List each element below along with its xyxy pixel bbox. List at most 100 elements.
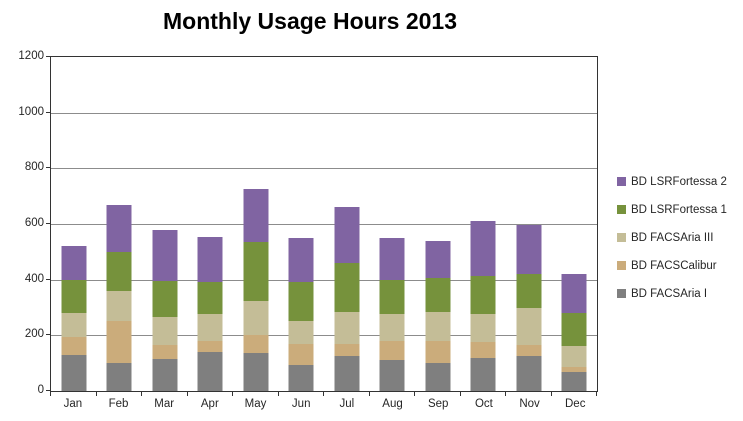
category-jul: [324, 57, 370, 391]
y-tick: [46, 390, 50, 391]
legend-swatch: [617, 261, 626, 270]
bar-segment: [243, 335, 269, 354]
y-tick: [46, 278, 50, 280]
bar-dec: [561, 57, 587, 391]
bar-feb: [106, 57, 132, 391]
bar-segment: [197, 352, 223, 391]
bar-segment: [379, 360, 405, 391]
x-tick: [95, 392, 97, 396]
bar-segment: [243, 300, 269, 336]
bar-segment: [425, 311, 451, 341]
gridline-800: [51, 168, 597, 170]
x-tick: [141, 392, 142, 396]
x-axis-label: May: [244, 398, 267, 410]
x-axis-label: Mar: [154, 398, 175, 410]
x-tick: [550, 392, 552, 396]
bar-segment: [334, 263, 360, 312]
x-tick: [414, 392, 415, 396]
bar-oct: [470, 57, 496, 391]
bar-apr: [197, 57, 223, 391]
legend-swatch: [617, 233, 626, 242]
bar-segment: [379, 279, 405, 315]
bar-segment: [288, 321, 314, 344]
category-apr: [188, 57, 234, 391]
legend-label: BD LSRFortessa 1: [631, 203, 727, 216]
category-nov: [506, 57, 552, 391]
bar-segment: [106, 204, 132, 252]
bar-segment: [425, 340, 451, 364]
legend-item: BD LSRFortessa 1: [617, 200, 727, 219]
bar-segment: [152, 317, 178, 346]
bars-group: [51, 57, 597, 391]
y-tick: [46, 56, 50, 57]
bar-segment: [61, 354, 87, 391]
x-axis-label: Feb: [108, 398, 129, 410]
x-axis-label: Jun: [291, 398, 311, 410]
bar-segment: [334, 311, 360, 344]
legend-item: BD FACSAria I: [617, 284, 727, 303]
x-axis-label: Apr: [200, 398, 219, 410]
bar-segment: [288, 343, 314, 365]
bar-segment: [197, 282, 223, 315]
x-tick: [277, 392, 279, 396]
category-sep: [415, 57, 461, 391]
bar-segment: [516, 225, 542, 275]
category-aug: [370, 57, 416, 391]
bar-segment: [197, 340, 223, 353]
bar-mar: [152, 57, 178, 391]
bar-segment: [470, 221, 496, 276]
x-axis-label: Aug: [382, 398, 403, 410]
x-tick: [232, 392, 233, 396]
x-axis-label: Oct: [474, 398, 493, 410]
y-axis-label: 200: [24, 328, 44, 341]
bar-segment: [425, 278, 451, 312]
x-tick: [186, 392, 188, 396]
x-axis-label: Jul: [339, 398, 355, 410]
category-oct: [461, 57, 507, 391]
x-tick: [596, 392, 597, 396]
bar-segment: [243, 353, 269, 391]
legend-label: BD FACSCalibur: [631, 259, 717, 272]
bar-segment: [197, 236, 223, 283]
bar-segment: [152, 281, 178, 318]
bar-segment: [61, 313, 87, 337]
bar-segment: [152, 359, 178, 391]
x-tick: [50, 392, 51, 396]
bar-jul: [334, 57, 360, 391]
bar-segment: [243, 189, 269, 243]
gridline-400: [51, 279, 597, 281]
bar-segment: [516, 307, 542, 346]
category-may: [233, 57, 279, 391]
bar-segment: [334, 356, 360, 391]
bar-segment: [379, 237, 405, 280]
y-axis-label: 1200: [18, 50, 44, 62]
y-axis-label: 0: [37, 384, 44, 396]
y-tick: [46, 167, 50, 169]
category-mar: [142, 57, 188, 391]
x-axis-label: Jan: [63, 398, 83, 410]
y-axis-label: 600: [24, 217, 44, 229]
bar-segment: [425, 363, 451, 391]
legend-swatch: [617, 289, 626, 298]
y-axis-label: 1000: [18, 105, 44, 118]
category-jun: [279, 57, 325, 391]
bar-segment: [106, 321, 132, 364]
legend-item: BD FACSAria III: [617, 228, 727, 247]
x-axis-label: Nov: [519, 398, 540, 410]
legend-label: BD LSRFortessa 2: [631, 175, 727, 188]
bar-segment: [379, 314, 405, 341]
legend-item: BD LSRFortessa 2: [617, 172, 727, 191]
bar-aug: [379, 57, 405, 391]
bar-jan: [61, 57, 87, 391]
y-tick: [46, 111, 50, 113]
bar-segment: [561, 274, 587, 314]
bar-segment: [288, 282, 314, 322]
bar-segment: [470, 314, 496, 343]
bar-may: [243, 57, 269, 391]
bar-nov: [516, 57, 542, 391]
category-jan: [51, 57, 97, 391]
x-tick: [368, 392, 370, 396]
bar-segment: [61, 279, 87, 314]
plot-area: [50, 56, 598, 392]
bar-segment: [152, 345, 178, 359]
